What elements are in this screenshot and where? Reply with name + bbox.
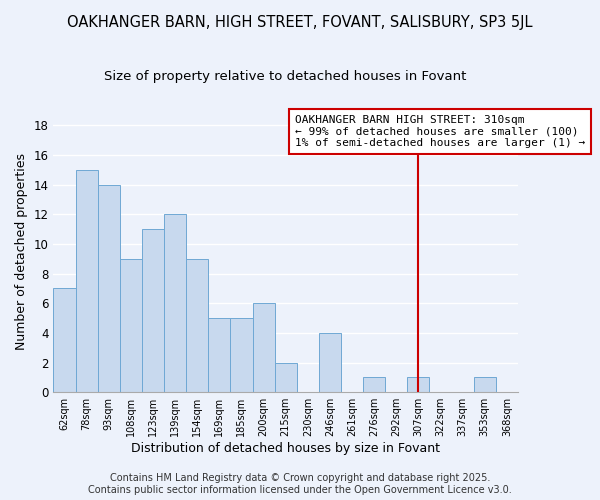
X-axis label: Distribution of detached houses by size in Fovant: Distribution of detached houses by size … [131,442,440,455]
Bar [186,259,208,392]
Bar [142,229,164,392]
Bar [98,184,120,392]
Bar [474,378,496,392]
Bar [363,378,385,392]
Bar [230,318,253,392]
Bar [253,304,275,392]
Y-axis label: Number of detached properties: Number of detached properties [15,153,28,350]
Bar [407,378,430,392]
Bar [208,318,230,392]
Bar [275,362,297,392]
Title: Size of property relative to detached houses in Fovant: Size of property relative to detached ho… [104,70,467,83]
Bar [164,214,186,392]
Text: OAKHANGER BARN HIGH STREET: 310sqm
← 99% of detached houses are smaller (100)
1%: OAKHANGER BARN HIGH STREET: 310sqm ← 99%… [295,115,585,148]
Bar [76,170,98,392]
Text: Contains HM Land Registry data © Crown copyright and database right 2025.
Contai: Contains HM Land Registry data © Crown c… [88,474,512,495]
Text: OAKHANGER BARN, HIGH STREET, FOVANT, SALISBURY, SP3 5JL: OAKHANGER BARN, HIGH STREET, FOVANT, SAL… [67,15,533,30]
Bar [319,333,341,392]
Bar [120,259,142,392]
Bar [53,288,76,392]
